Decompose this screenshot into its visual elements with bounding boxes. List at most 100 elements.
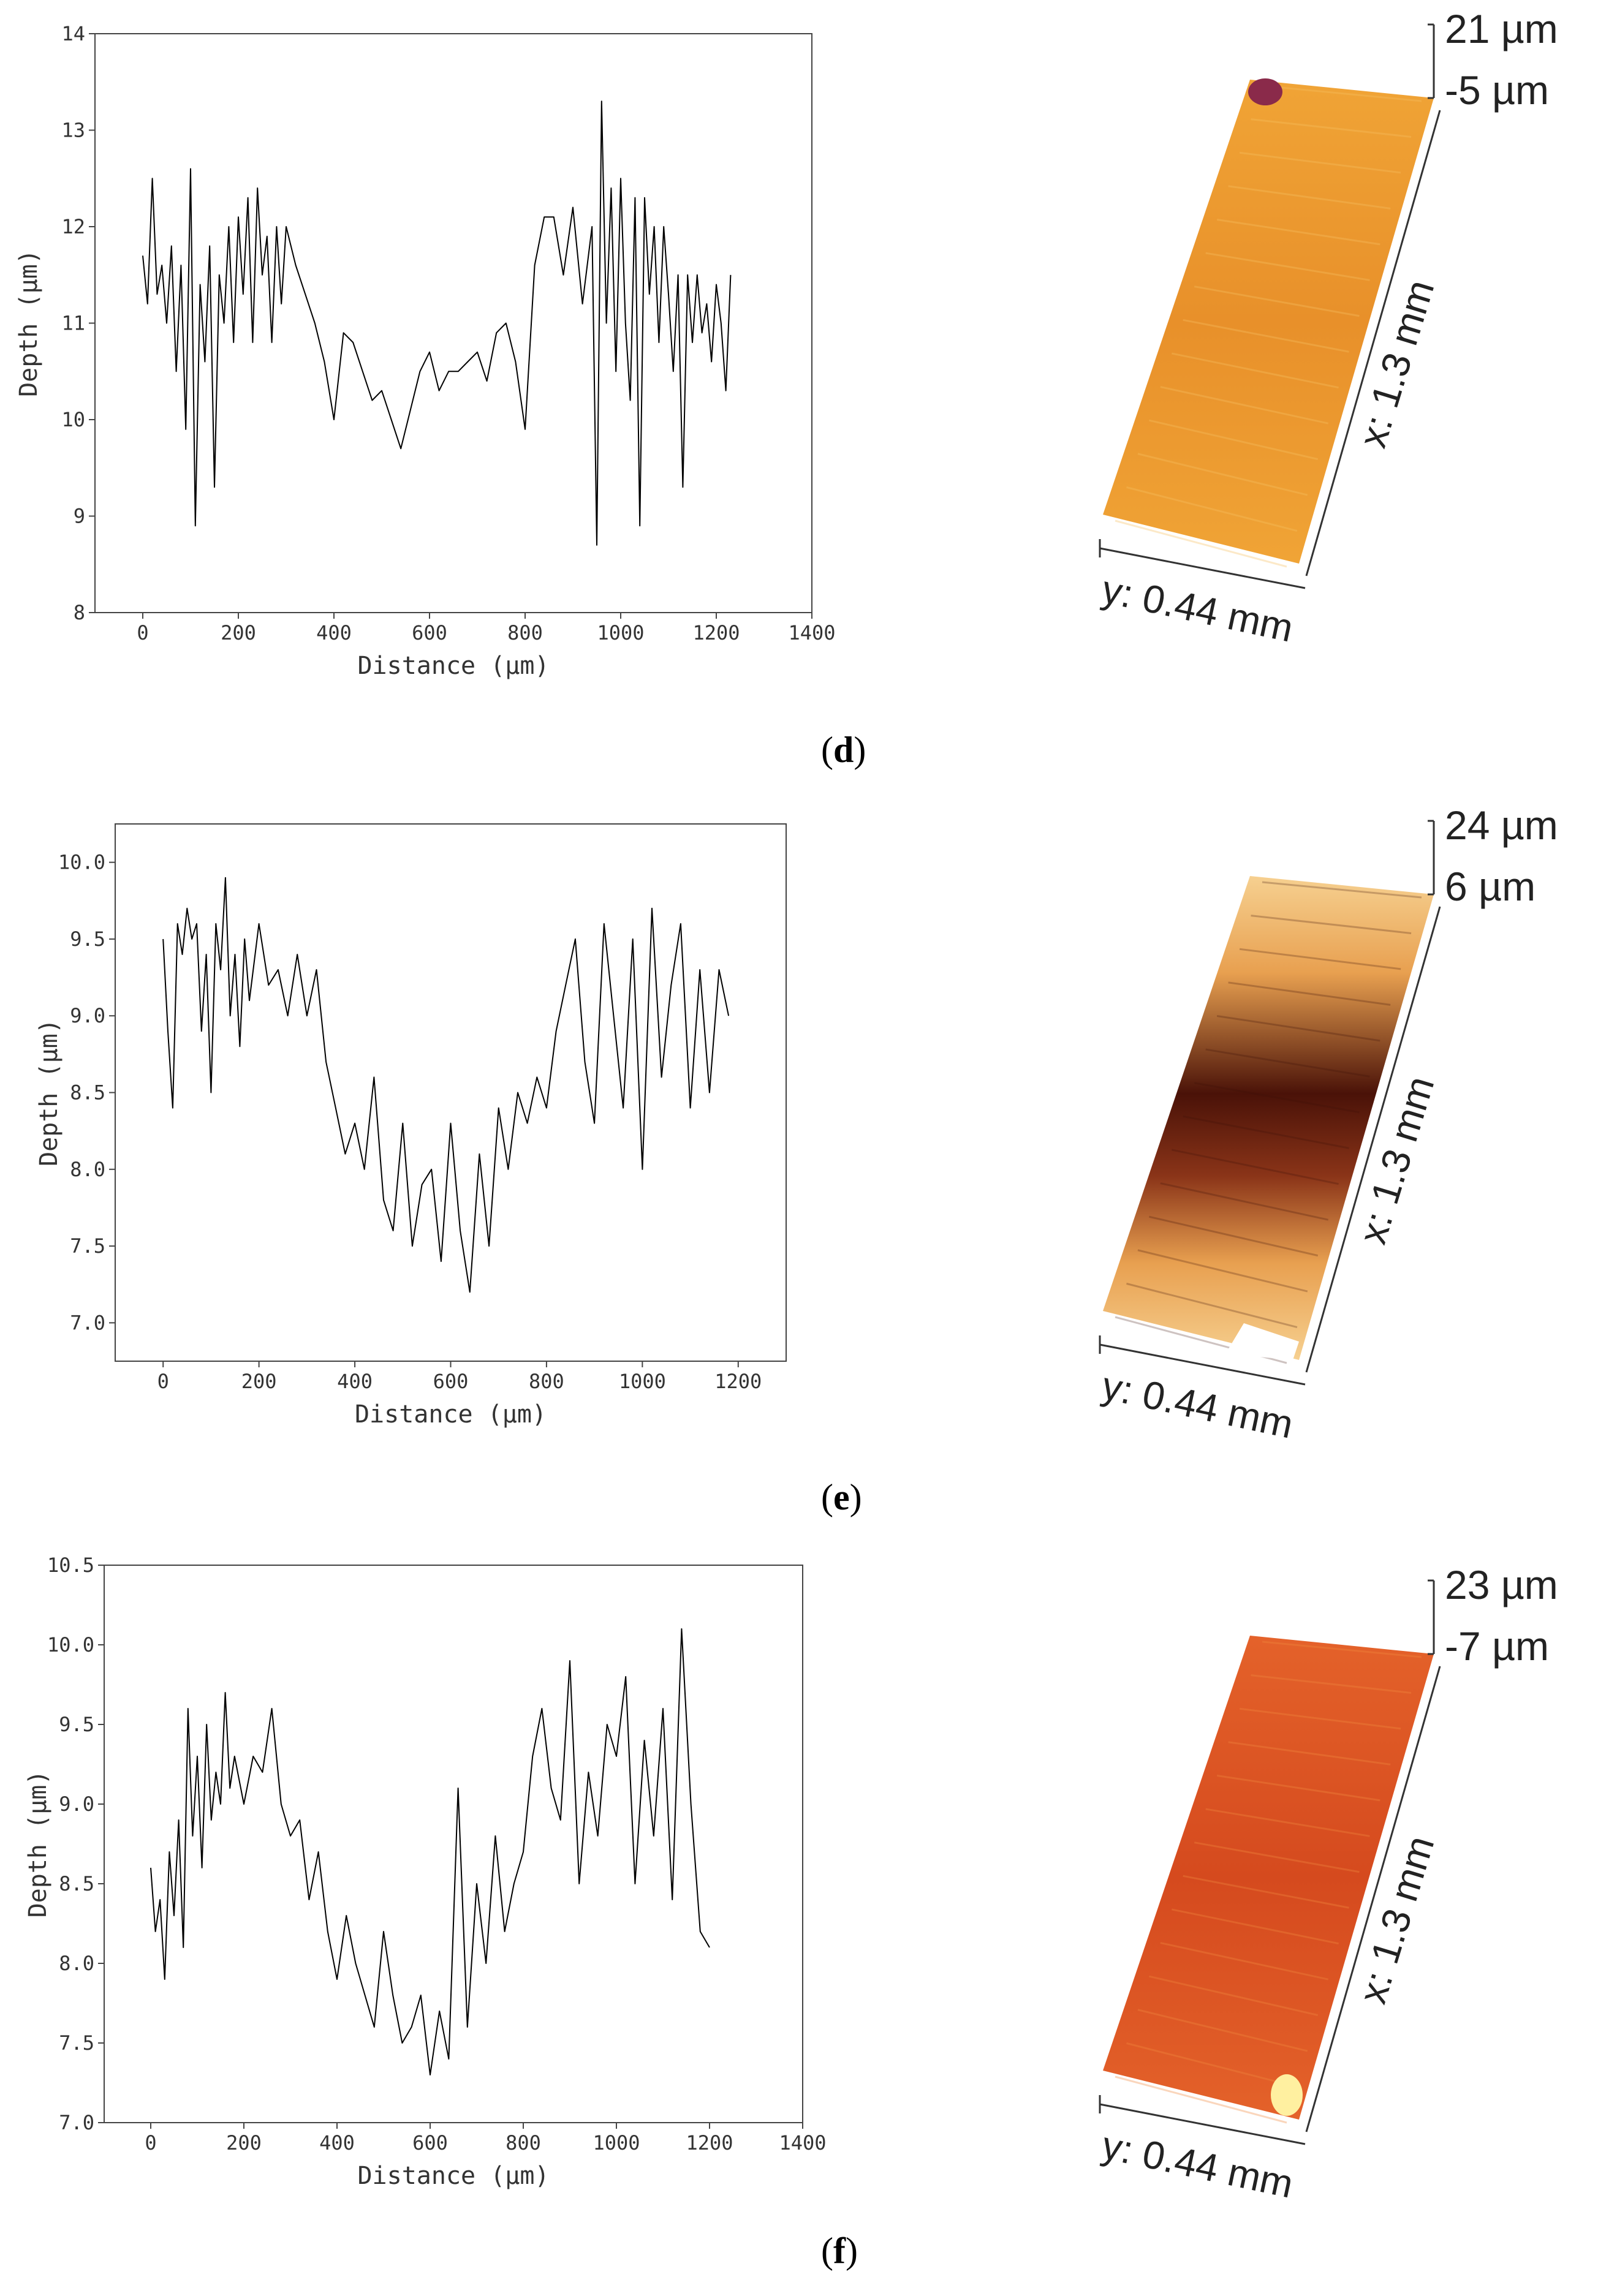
series-line <box>162 877 730 1293</box>
y-axis-label: Depth (µm) <box>24 1770 52 1918</box>
y-tick-label: 9.0 <box>70 1004 105 1027</box>
surface-texture <box>1160 1182 1329 1221</box>
surface-texture <box>1239 151 1401 174</box>
surface-patch <box>1103 876 1434 1360</box>
series-line <box>150 1628 710 2075</box>
x-axis-line <box>1305 110 1441 576</box>
profile-chart-e: 0 200 400 600 800 1000 1200 7.0 7.5 8.0 8.5 9.0 9.5 1… <box>35 823 787 1429</box>
surface-texture <box>1183 319 1349 353</box>
surface-texture <box>1216 218 1380 246</box>
surface-texture <box>1262 1641 1422 1658</box>
surface-texture <box>1137 2009 1308 2052</box>
x-tick-label: 200 <box>221 621 256 644</box>
surface-texture <box>1149 1215 1319 1257</box>
z-bottom-label: -5 µm <box>1445 67 1549 113</box>
x-tick-label: 1400 <box>779 2131 826 2154</box>
z-bottom-label: 6 µm <box>1445 864 1536 909</box>
surface-3d-d: 21 µm-5 µmx: 1.3 mmy: 0.44 mm <box>1098 6 1558 651</box>
surface-texture <box>1228 185 1391 210</box>
series-line <box>142 100 732 546</box>
x-axis-label: Distance (µm) <box>357 652 549 680</box>
surface-3d-e: 24 µm6 µmx: 1.3 mmy: 0.44 mm <box>1098 802 1558 1447</box>
x-tick-label: 1200 <box>692 621 740 644</box>
surface-gap <box>1225 1323 1299 1360</box>
profile-chart-f: 0 200 400 600 800 1000 1200 1400 7.0 7.5 8.0 8.5 9.0… <box>24 1554 827 2190</box>
y-dim-label: y: 0.44 mm <box>1098 1363 1297 1446</box>
y-dim-label: y: 0.44 mm <box>1098 2123 1297 2206</box>
surface-peak <box>1248 78 1282 105</box>
surface-texture <box>1251 118 1412 138</box>
y-tick-label: 13 <box>61 119 85 142</box>
y-tick-label: 8.5 <box>70 1081 105 1105</box>
surface-texture <box>1251 1674 1412 1694</box>
surface-texture <box>1160 1942 1329 1981</box>
surface-3d-f: 23 µm-7 µmx: 1.3 mmy: 0.44 mm <box>1098 1562 1558 2207</box>
surface-highlight <box>1271 2074 1303 2116</box>
x-tick-label: 1200 <box>714 1370 762 1393</box>
x-tick-label: 800 <box>507 621 543 644</box>
surface-texture <box>1194 1841 1360 1873</box>
x-tick-label: 400 <box>319 2131 355 2154</box>
surface-texture <box>1115 519 1287 568</box>
y-tick-label: 8.0 <box>70 1158 105 1181</box>
surface-texture <box>1126 2042 1298 2088</box>
x-tick-label: 600 <box>433 1370 469 1393</box>
y-tick-label: 8 <box>74 601 85 624</box>
x-tick-label: 1400 <box>788 621 835 644</box>
surface-patch <box>1103 1636 1434 2120</box>
surface-texture <box>1172 1908 1339 1945</box>
y-tick-label: 7.0 <box>70 1311 105 1334</box>
y-tick-label: 10 <box>61 408 85 431</box>
y-tick-label: 7.5 <box>59 2031 94 2055</box>
surface-texture <box>1194 1082 1360 1114</box>
y-tick-label: 8.5 <box>59 1872 94 1895</box>
surface-texture <box>1205 1048 1370 1078</box>
surface-texture <box>1137 453 1308 496</box>
y-dim-label: y: 0.44 mm <box>1098 567 1297 650</box>
surface-texture <box>1228 1741 1391 1765</box>
panel-label-d: (d) <box>821 730 866 770</box>
x-tick-label: 600 <box>412 2131 448 2154</box>
z-top-label: 23 µm <box>1445 1562 1558 1607</box>
y-tick-label: 9.5 <box>59 1713 94 1736</box>
panel-label-e: (e) <box>821 1477 862 1517</box>
surface-texture <box>1251 915 1412 934</box>
profile-chart-d: 0 200 400 600 800 1000 1200 1400 8 9 10 11 12 13 14 Dis… <box>15 22 836 680</box>
panel-letter-d: d <box>833 730 854 770</box>
panel-letter-e: e <box>833 1477 850 1517</box>
x-tick-label: 0 <box>137 621 148 644</box>
y-tick-label: 9.5 <box>70 927 105 951</box>
y-tick-label: 10.5 <box>47 1554 94 1577</box>
x-tick-label: 1000 <box>597 621 644 644</box>
surface-texture <box>1183 1115 1349 1149</box>
y-tick-label: 7.0 <box>59 2111 94 2134</box>
z-top-label: 21 µm <box>1445 6 1558 51</box>
y-tick-label: 12 <box>61 215 85 238</box>
y-tick-label: 8.0 <box>59 1952 94 1975</box>
z-top-label: 24 µm <box>1445 802 1558 848</box>
x-tick-label: 600 <box>412 621 447 644</box>
surface-patch <box>1103 80 1434 564</box>
surface-texture <box>1137 1249 1308 1293</box>
surface-texture <box>1205 252 1370 281</box>
y-axis-line <box>1099 2103 1306 2145</box>
x-tick-label: 1000 <box>593 2131 640 2154</box>
surface-texture <box>1183 1875 1349 1909</box>
surface-texture <box>1205 1808 1370 1837</box>
y-axis-label: Depth (µm) <box>15 249 43 397</box>
y-tick-label: 9.0 <box>59 1792 94 1816</box>
surface-texture <box>1239 948 1401 970</box>
x-axis-label: Distance (µm) <box>355 1400 547 1429</box>
surface-texture <box>1262 881 1422 899</box>
y-tick-label: 10.0 <box>58 851 105 874</box>
surface-texture <box>1172 352 1339 389</box>
x-axis-line <box>1305 1666 1441 2132</box>
x-axis-label: Distance (µm) <box>357 2162 549 2190</box>
surface-texture <box>1194 285 1360 317</box>
x-tick-label: 400 <box>316 621 352 644</box>
x-axis-line <box>1305 906 1441 1373</box>
x-tick-label: 800 <box>506 2131 541 2154</box>
panel-label-f: (f) <box>821 2230 858 2271</box>
surface-texture <box>1149 419 1319 461</box>
x-tick-label: 200 <box>241 1370 277 1393</box>
